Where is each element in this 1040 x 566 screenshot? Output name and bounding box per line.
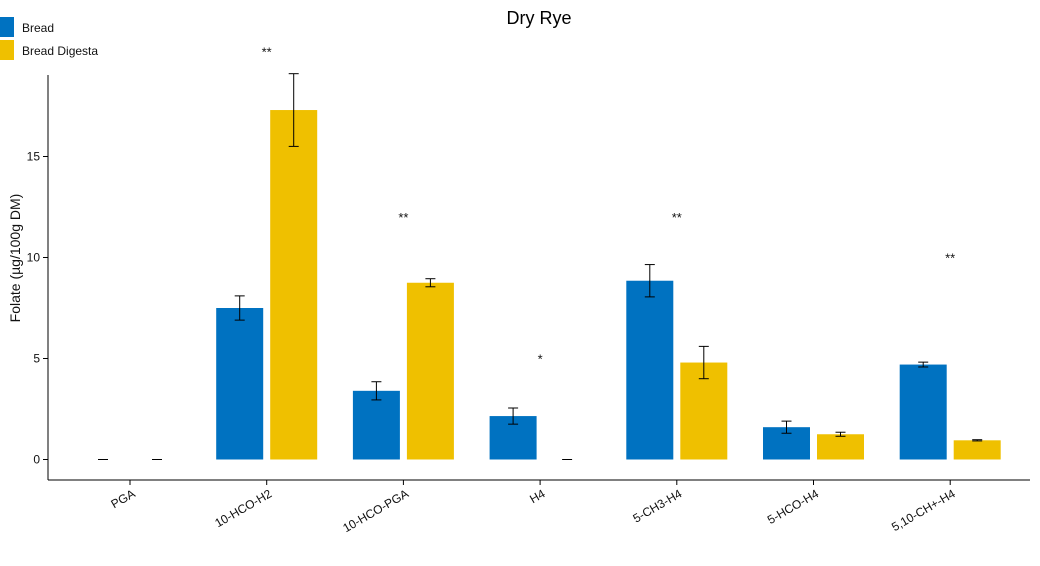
bars xyxy=(98,110,1001,460)
x-tick-label: 10-HCO-PGA xyxy=(340,486,411,535)
bar xyxy=(899,364,947,460)
legend-swatch xyxy=(0,40,14,60)
bar xyxy=(216,308,264,460)
bar xyxy=(270,110,318,460)
x-ticks: PGA 10-HCO-H2 10-HCO-PGA H4 5-CH3-H4 5-HCO-H4… xyxy=(109,480,958,535)
y-axis-title: Folate (µg/100g DM) xyxy=(7,194,23,323)
bar xyxy=(626,280,674,460)
significance-marker: ** xyxy=(945,251,955,266)
x-tick-label: 5,10-CH+-H4 xyxy=(889,486,958,534)
legend-label: Bread Digesta xyxy=(22,44,98,58)
bar xyxy=(817,434,864,460)
bar xyxy=(406,282,454,460)
significance-marker: * xyxy=(538,352,543,367)
x-tick-label: 10-HCO-H2 xyxy=(212,486,274,530)
y-tick-label: 15 xyxy=(27,150,41,164)
significance-marker: ** xyxy=(672,210,682,225)
legend: Bread Bread Digesta xyxy=(0,17,98,60)
chart-title: Dry Rye xyxy=(506,8,571,28)
significance-annotations: ********* xyxy=(262,44,956,366)
y-ticks: 0 5 10 15 xyxy=(27,150,48,467)
error-bars xyxy=(234,73,983,442)
legend-label: Bread xyxy=(22,21,54,35)
significance-marker: ** xyxy=(398,210,408,225)
legend-swatch xyxy=(0,17,14,37)
x-tick-label: H4 xyxy=(527,486,548,506)
x-tick-label: 5-HCO-H4 xyxy=(765,486,821,527)
significance-marker: ** xyxy=(262,44,272,59)
bar xyxy=(352,390,400,460)
y-tick-label: 10 xyxy=(27,251,41,265)
bar xyxy=(953,440,1001,460)
y-tick-label: 5 xyxy=(33,352,40,366)
y-tick-label: 0 xyxy=(33,453,40,467)
x-tick-label: PGA xyxy=(109,486,138,511)
x-tick-label: 5-CH3-H4 xyxy=(631,486,685,525)
